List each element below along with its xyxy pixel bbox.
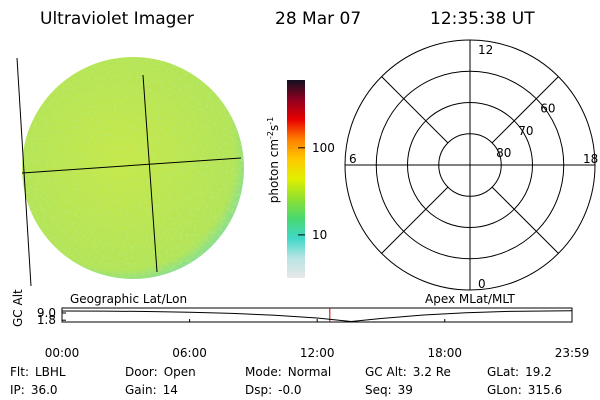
spoke bbox=[381, 76, 449, 144]
mlt-label: 6 bbox=[349, 152, 357, 166]
date: 28 Mar 07 bbox=[275, 9, 361, 29]
spoke bbox=[381, 186, 449, 254]
status-item: Gain: 14 bbox=[125, 383, 178, 397]
lat-ring bbox=[375, 70, 565, 260]
altitude-line bbox=[61, 310, 573, 323]
status-value: 315.6 bbox=[528, 383, 562, 397]
earth-image bbox=[16, 57, 244, 287]
y-axis-label: GC Alt bbox=[11, 289, 25, 327]
status-label: GLat: bbox=[487, 365, 519, 379]
status-value: -0.0 bbox=[278, 383, 301, 397]
parallel bbox=[21, 157, 242, 174]
lat-ring bbox=[344, 39, 596, 291]
status-item: GC Alt: 3.2 Re bbox=[365, 365, 451, 379]
time: 12:35:38 UT bbox=[430, 9, 535, 29]
x-tick-label: 23:59 bbox=[555, 346, 590, 360]
x-tick-label: 00:00 bbox=[45, 346, 80, 360]
status-value: 39 bbox=[398, 383, 413, 397]
status-label: Seq: bbox=[365, 383, 392, 397]
status-value: Open bbox=[164, 365, 196, 379]
status-item: Mode: Normal bbox=[245, 365, 331, 379]
left-label: Geographic Lat/Lon bbox=[70, 292, 187, 306]
colorbar-tick-label: 10 bbox=[312, 228, 327, 242]
status-value: 36.0 bbox=[31, 383, 58, 397]
lat-label: 70 bbox=[518, 124, 533, 138]
lat-label: 80 bbox=[496, 146, 511, 160]
colorbar bbox=[287, 80, 305, 278]
spoke bbox=[491, 76, 559, 144]
spoke bbox=[491, 186, 559, 254]
limb-line bbox=[16, 57, 32, 287]
status-value: 14 bbox=[163, 383, 178, 397]
x-tick-label: 18:00 bbox=[427, 346, 462, 360]
status-label: Flt: bbox=[10, 365, 29, 379]
y-tick-label: 1.8 bbox=[37, 313, 56, 327]
lat-label: 60 bbox=[540, 102, 555, 116]
status-value: 3.2 Re bbox=[413, 365, 451, 379]
status-value: LBHL bbox=[35, 365, 66, 379]
status-label: IP: bbox=[10, 383, 25, 397]
right-label: Apex MLat/MLT bbox=[425, 292, 515, 306]
disk-texture bbox=[22, 57, 244, 279]
status-item: IP: 36.0 bbox=[10, 383, 58, 397]
status-item: GLat: 19.2 bbox=[487, 365, 552, 379]
status-value: 19.2 bbox=[525, 365, 552, 379]
y-tick-label: 9.0 bbox=[37, 306, 56, 320]
status-item: Dsp: -0.0 bbox=[245, 383, 302, 397]
lat-ring bbox=[407, 102, 533, 228]
mlt-label: 18 bbox=[583, 152, 598, 166]
status-label: Dsp: bbox=[245, 383, 272, 397]
colorbar-tick-label: 100 bbox=[312, 141, 335, 155]
status-item: GLon: 315.6 bbox=[487, 383, 562, 397]
status-label: GLon: bbox=[487, 383, 522, 397]
x-tick-label: 12:00 bbox=[300, 346, 335, 360]
status-label: Door: bbox=[125, 365, 158, 379]
mlt-label: 12 bbox=[478, 43, 493, 57]
x-tick-label: 06:00 bbox=[172, 346, 207, 360]
mlt-label: 0 bbox=[478, 277, 486, 291]
status-label: GC Alt: bbox=[365, 365, 407, 379]
colorbar-label: photon cm-2s-1 bbox=[266, 117, 281, 204]
lat-ring bbox=[438, 133, 502, 197]
status-item: Seq: 39 bbox=[365, 383, 413, 397]
status-label: Mode: bbox=[245, 365, 282, 379]
title: Ultraviolet Imager bbox=[40, 9, 194, 29]
status-item: Flt: LBHL bbox=[10, 365, 66, 379]
meridian bbox=[142, 74, 158, 273]
status-item: Door: Open bbox=[125, 365, 196, 379]
status-label: Gain: bbox=[125, 383, 157, 397]
status-value: Normal bbox=[288, 365, 331, 379]
